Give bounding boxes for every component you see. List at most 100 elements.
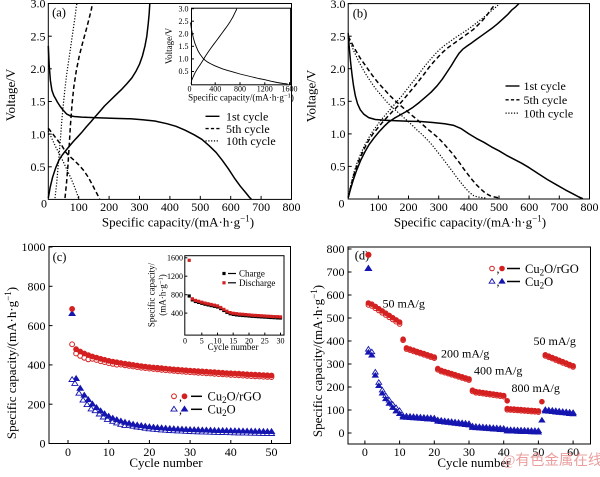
svg-text:Specific capacity/(mA·h·g−1): Specific capacity/(mA·h·g−1) [309, 285, 325, 437]
svg-text:1.5: 1.5 [331, 95, 346, 109]
svg-text:100: 100 [327, 403, 345, 417]
svg-text:1600: 1600 [282, 85, 298, 94]
svg-text:Specific capacity/(mA·h·g−1): Specific capacity/(mA·h·g−1) [102, 213, 254, 229]
svg-text:40: 40 [225, 445, 237, 459]
svg-text:700: 700 [327, 265, 345, 279]
svg-text:1.5: 1.5 [179, 42, 189, 51]
svg-text:Voltage/V: Voltage/V [304, 69, 319, 122]
svg-text:2.5: 2.5 [179, 17, 189, 26]
svg-text:600: 600 [520, 200, 538, 214]
svg-text:0: 0 [183, 337, 187, 346]
svg-text:Voltage/V: Voltage/V [164, 27, 174, 64]
svg-text:100: 100 [369, 200, 387, 214]
svg-text:30: 30 [463, 445, 475, 459]
svg-text:10: 10 [394, 445, 406, 459]
svg-text:Cu2O: Cu2O [208, 403, 236, 419]
svg-text:Specific capacity/(mA·h·g−1): Specific capacity/(mA·h·g−1) [394, 213, 546, 229]
svg-text:700: 700 [252, 200, 270, 214]
svg-text:10th cycle: 10th cycle [226, 134, 276, 148]
svg-text:0.5: 0.5 [331, 160, 346, 174]
svg-text:Specific capacity/(mA·h·g−1): Specific capacity/(mA·h·g−1) [188, 93, 294, 103]
svg-text:400: 400 [460, 200, 478, 214]
svg-text:10th cycle: 10th cycle [524, 106, 574, 120]
svg-text:300: 300 [327, 357, 345, 371]
svg-text:1st cycle: 1st cycle [226, 110, 268, 124]
svg-text:200: 200 [327, 380, 345, 394]
svg-text:400: 400 [171, 309, 183, 318]
svg-text:Voltage/V: Voltage/V [3, 68, 18, 121]
svg-text:2.0: 2.0 [31, 62, 46, 76]
svg-text:,: , [179, 390, 182, 404]
svg-text:500: 500 [327, 311, 345, 325]
svg-text:5: 5 [200, 337, 204, 346]
svg-text:Cu2O/rGO: Cu2O/rGO [208, 390, 262, 406]
svg-text:(c): (c) [53, 250, 67, 264]
svg-text:0: 0 [362, 445, 368, 459]
svg-text:,: , [497, 262, 500, 276]
svg-text:200: 200 [28, 397, 46, 411]
svg-text:40: 40 [498, 445, 510, 459]
svg-text:600: 600 [327, 288, 345, 302]
svg-text:1200: 1200 [167, 272, 183, 281]
svg-text:3.0: 3.0 [331, 0, 346, 11]
svg-text:,: , [497, 275, 500, 289]
svg-text:50: 50 [266, 445, 278, 459]
svg-text:400: 400 [209, 85, 221, 94]
svg-text:1.0: 1.0 [179, 55, 189, 64]
svg-text:0.5: 0.5 [31, 160, 46, 174]
svg-text:800: 800 [171, 291, 183, 300]
svg-text:1.0: 1.0 [31, 127, 46, 141]
svg-text:500: 500 [191, 200, 209, 214]
svg-text:1.0: 1.0 [331, 127, 346, 141]
svg-text:30: 30 [277, 337, 285, 346]
svg-text:50 mA/g: 50 mA/g [534, 334, 576, 348]
svg-text:Charge: Charge [239, 269, 265, 279]
svg-text:Specific capacity/: Specific capacity/ [147, 262, 157, 327]
svg-text:0: 0 [339, 426, 345, 440]
svg-text:600: 600 [222, 200, 240, 214]
svg-text:600: 600 [28, 319, 46, 333]
svg-text:800: 800 [28, 280, 46, 294]
svg-text:800: 800 [327, 242, 345, 256]
svg-text:(a): (a) [52, 6, 66, 20]
svg-text:0: 0 [339, 197, 345, 211]
svg-text:3.0: 3.0 [179, 5, 189, 14]
svg-text:25: 25 [261, 337, 269, 346]
svg-text:10: 10 [103, 445, 115, 459]
svg-text:30: 30 [184, 445, 196, 459]
svg-text:700: 700 [550, 200, 568, 214]
svg-text:200 mA/g: 200 mA/g [441, 347, 489, 361]
svg-text:Cycle number: Cycle number [208, 342, 259, 352]
svg-text:800: 800 [234, 85, 246, 94]
svg-text:1.5: 1.5 [31, 95, 46, 109]
svg-text:800 mA/g: 800 mA/g [512, 381, 560, 395]
svg-text:100: 100 [70, 200, 88, 214]
svg-text:0: 0 [188, 85, 192, 94]
svg-text:300: 300 [430, 200, 448, 214]
svg-text:0.5: 0.5 [179, 67, 189, 76]
svg-text:400 mA/g: 400 mA/g [474, 363, 522, 377]
svg-text:1000: 1000 [22, 240, 46, 254]
svg-text:,: , [179, 403, 182, 417]
svg-text:1200: 1200 [257, 85, 273, 94]
svg-text:5th cycle: 5th cycle [226, 122, 270, 136]
svg-text:(mA·h·g−1): (mA·h·g−1) [158, 274, 168, 315]
svg-text:3.0: 3.0 [31, 0, 46, 11]
svg-text:0: 0 [41, 196, 47, 210]
svg-text:50 mA/g: 50 mA/g [383, 297, 425, 311]
svg-text:(d): (d) [355, 249, 370, 263]
svg-text:2.0: 2.0 [179, 30, 189, 39]
svg-text:500: 500 [490, 200, 508, 214]
svg-text:200: 200 [100, 200, 118, 214]
svg-text:Cu2O/rGO: Cu2O/rGO [525, 262, 579, 278]
svg-text:2.5: 2.5 [331, 29, 346, 43]
svg-text:(b): (b) [353, 7, 368, 21]
svg-text:800: 800 [283, 200, 301, 214]
svg-text:Cycle number: Cycle number [129, 455, 203, 470]
svg-text:400: 400 [28, 358, 46, 372]
svg-text:Cu2O: Cu2O [525, 275, 553, 291]
svg-text:2.0: 2.0 [331, 62, 346, 76]
svg-text:5th cycle: 5th cycle [524, 93, 568, 107]
svg-text:20: 20 [245, 337, 253, 346]
svg-text:60: 60 [567, 445, 579, 459]
